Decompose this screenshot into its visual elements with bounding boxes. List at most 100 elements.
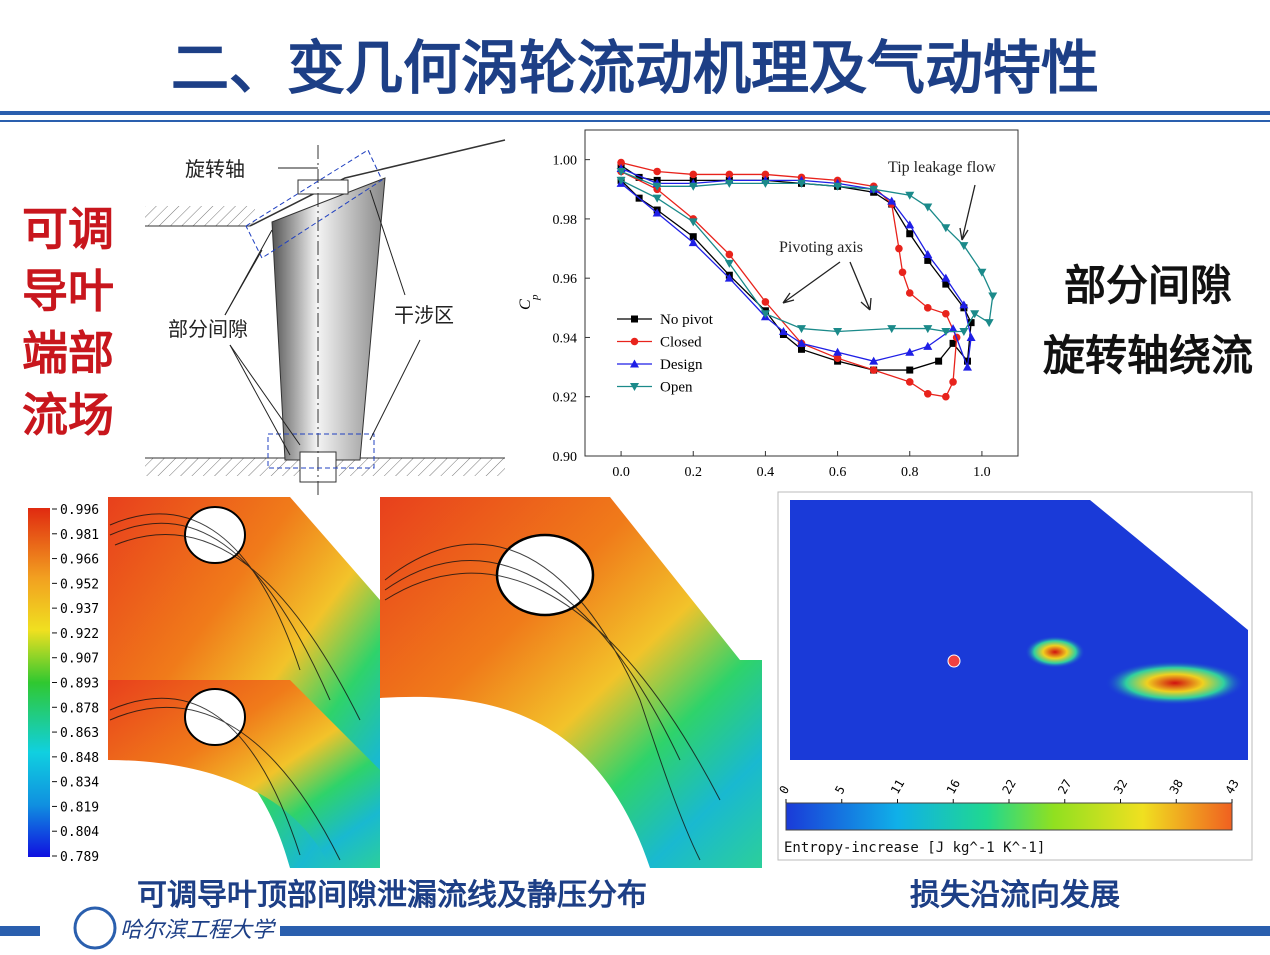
- point: [689, 170, 698, 179]
- y-axis-label: C: [517, 299, 534, 310]
- point: [761, 298, 770, 306]
- point: [761, 170, 770, 179]
- point: [962, 362, 972, 371]
- y-tick-label: 0.90: [553, 450, 578, 465]
- point: [635, 173, 643, 181]
- point: [942, 309, 950, 318]
- side-label-line: 端部: [22, 326, 114, 380]
- loss-core: [1025, 636, 1085, 668]
- y-axis-label-sub: p: [529, 294, 541, 301]
- university-name: 哈尔滨工程大学: [120, 917, 277, 942]
- y-tick-label: 0.92: [553, 391, 578, 406]
- x-tick-label: 0.8: [901, 465, 919, 480]
- point: [905, 191, 915, 200]
- point: [984, 319, 994, 328]
- point: [941, 224, 951, 233]
- hatch: [145, 206, 255, 226]
- plot-frame: [584, 129, 1019, 457]
- y-tick-label: 0.96: [553, 272, 578, 287]
- point: [688, 182, 698, 191]
- point: [949, 378, 957, 386]
- colorbar-tick-label: 0.937: [60, 602, 99, 617]
- cfd-images: Entropy-increase [J kg^-1 K^-1]: [28, 491, 1253, 868]
- point: [959, 300, 969, 309]
- colorbar-tick-label: 0.804: [60, 825, 99, 840]
- x-tick-label: 0.2: [685, 465, 703, 480]
- point: [967, 319, 975, 327]
- blade: [271, 177, 386, 461]
- legend-marker: [630, 383, 639, 391]
- colorbar-tick-label: 0.819: [60, 800, 99, 815]
- colorbar-tick-label: 22: [999, 777, 1018, 797]
- arrow: [782, 261, 841, 304]
- point: [923, 341, 933, 350]
- point: [798, 345, 805, 353]
- cp-chart: C p Tip leakage flow Pivoting axis 0.90 0…: [517, 129, 1019, 480]
- cfd-field: [108, 680, 380, 868]
- footer-bar: [280, 926, 1270, 936]
- point: [895, 244, 903, 253]
- cfd-field: [380, 497, 762, 868]
- colorbar-tick-label: 0.952: [60, 577, 99, 592]
- point: [924, 256, 932, 264]
- point: [977, 268, 987, 277]
- x-tick-label: 1.0: [973, 465, 991, 480]
- colorbar-tick-label: 32: [1111, 777, 1130, 797]
- point: [948, 324, 958, 333]
- colorbar-tick-label: 0.848: [60, 751, 99, 766]
- colorbar-tick-label: 0.922: [60, 627, 99, 642]
- point: [887, 196, 897, 205]
- point: [688, 238, 698, 247]
- colorbar-tick-label: 0.789: [60, 850, 99, 865]
- wall: [249, 139, 506, 227]
- point: [887, 325, 897, 334]
- point: [966, 332, 976, 341]
- point: [797, 179, 806, 188]
- point: [724, 259, 734, 268]
- entropy-colorbar-label: Entropy-increase [J kg^-1 K^-1]: [784, 840, 1045, 856]
- point: [617, 158, 625, 167]
- colorbar-tick-label: 0.907: [60, 652, 99, 667]
- marker-dot: [947, 654, 961, 668]
- legend-label: No pivot: [660, 312, 714, 328]
- side-label-line: 可调: [22, 202, 114, 256]
- shaft: [297, 179, 349, 195]
- point: [905, 347, 915, 356]
- annotation: Pivoting axis: [779, 239, 863, 256]
- arrow: [849, 261, 872, 311]
- x-tick-label: 0.0: [612, 465, 630, 480]
- leader: [229, 344, 291, 456]
- footer-bar: [0, 926, 40, 936]
- leader: [224, 249, 263, 316]
- point: [778, 327, 788, 336]
- annotation: Tip leakage flow: [888, 159, 996, 176]
- point: [988, 292, 998, 301]
- legend-label: Open: [660, 380, 693, 396]
- caption: 损失沿流向发展: [910, 878, 1120, 913]
- colorbar-tick-label: 0.981: [60, 528, 99, 543]
- caption: 可调导叶顶部间隙泄漏流线及静压分布: [137, 878, 647, 913]
- colorbar-tick-label: 0.878: [60, 701, 99, 716]
- point: [905, 378, 914, 386]
- side-label: 可调 导叶 端部 流场: [22, 202, 114, 442]
- colorbar-tick-label: 0.996: [60, 503, 99, 518]
- point: [653, 167, 661, 176]
- point: [935, 357, 943, 365]
- point: [833, 182, 843, 191]
- diagram-label: 旋转轴: [185, 158, 245, 181]
- legend-label: Design: [660, 357, 703, 373]
- point: [724, 179, 734, 188]
- dashed-box: [267, 433, 375, 469]
- side-label-line: 流场: [22, 388, 114, 442]
- point: [652, 194, 662, 203]
- point: [923, 249, 933, 258]
- colorbar-tick-label: 43: [1222, 777, 1241, 797]
- point: [941, 328, 951, 337]
- point: [923, 389, 932, 398]
- point: [923, 304, 932, 312]
- point: [797, 325, 806, 334]
- leader: [369, 339, 421, 441]
- point: [689, 233, 697, 241]
- colorbar-tick-label: 0.834: [60, 776, 99, 791]
- y-tick-label: 1.00: [553, 154, 578, 169]
